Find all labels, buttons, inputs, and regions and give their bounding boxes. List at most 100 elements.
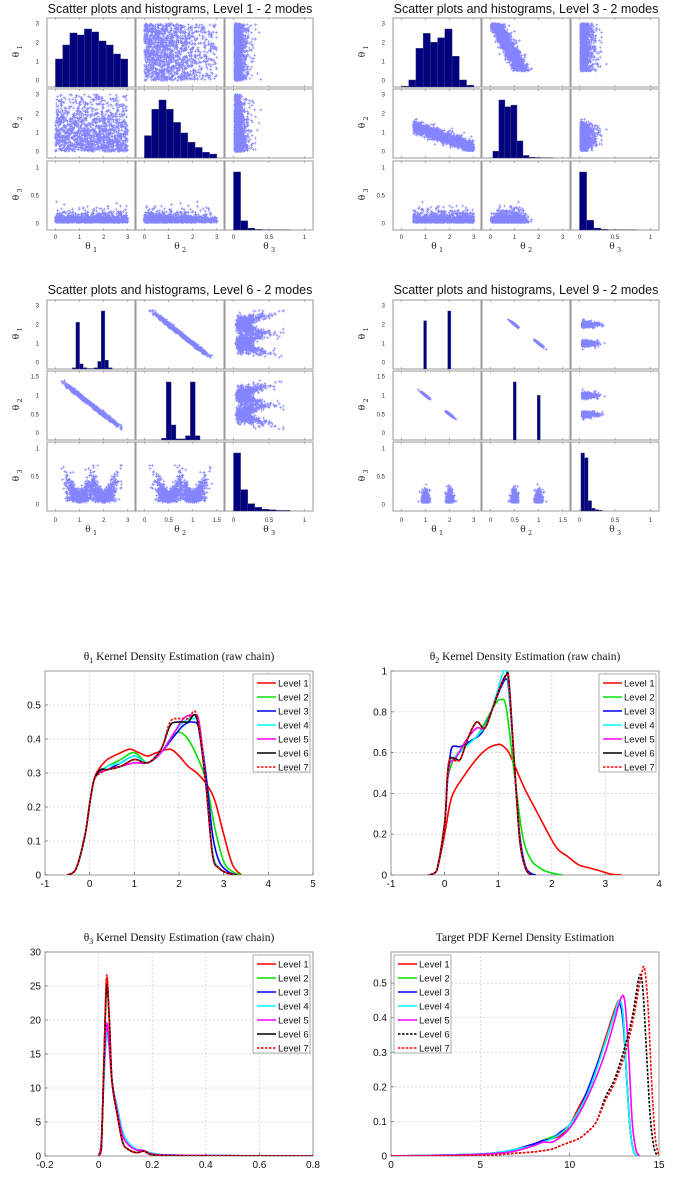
y-variable-label-group: θ3	[358, 188, 370, 200]
scatter-cell: 0 1 2 3	[135, 160, 225, 241]
series-line-level-4	[391, 999, 639, 1156]
histogram-bar	[86, 368, 91, 370]
x-tick-label: 0.8	[306, 1160, 320, 1171]
x-tick-label: 1	[649, 518, 653, 524]
histogram-cell	[135, 88, 225, 159]
kde-plot-1: θ1 Kernel Density Estimation (raw chain)…	[27, 651, 316, 890]
x-tick-label: 2	[448, 518, 452, 524]
y-variable-label: θ	[12, 195, 22, 200]
series-group	[97, 974, 313, 1156]
histogram-bar	[516, 140, 524, 159]
histogram-bar	[190, 381, 196, 441]
x-tick-label: 0	[232, 518, 236, 524]
histogram-bar	[120, 58, 128, 88]
y-tick-label: 1	[382, 394, 386, 400]
legend-label: Level 1	[624, 679, 655, 690]
y-tick-label: 15	[30, 1050, 42, 1061]
legend-label: Level 2	[419, 974, 450, 985]
scatter-cell: 0 0.5 1 0 1 2 3	[377, 160, 482, 241]
x-variable-subscript: 2	[528, 529, 532, 537]
scatter-marker-cloud	[416, 388, 458, 421]
legend-label: Level 4	[278, 1002, 309, 1013]
y-tick-label: 0	[381, 1152, 387, 1163]
histogram-bar	[498, 99, 506, 159]
y-tick-label: 1.5	[31, 375, 40, 381]
legend-label: Level 1	[278, 679, 309, 690]
y-tick-label: 0.8	[373, 707, 387, 718]
histogram-bar	[510, 104, 518, 159]
y-tick-label: 0	[381, 871, 387, 882]
x-tick-label: 1	[191, 518, 195, 524]
y-tick-label: 0.2	[27, 803, 41, 814]
y-tick-label: 0	[36, 360, 40, 366]
y-tick-label: 0.3	[373, 1048, 387, 1059]
kde-plot-2: θ2 Kernel Density Estimation (raw chain)…	[373, 651, 662, 890]
x-tick-label: 1	[303, 518, 307, 524]
series-group	[391, 965, 659, 1156]
legend: Level 1 Level 2 Level 3 Level 4 Level 5 Level…	[252, 673, 311, 774]
scatter-marker-cloud	[143, 200, 219, 224]
y-tick-label: 0.5	[27, 701, 41, 712]
y-variable-label-group: θ2	[12, 398, 24, 410]
histogram-bar	[584, 457, 589, 512]
y-tick-label: 3	[36, 22, 40, 28]
x-variable-subscript: 1	[93, 246, 97, 254]
histogram-bar	[593, 227, 602, 231]
y-tick-label: 0	[382, 78, 386, 84]
x-tick-label: 1	[303, 235, 307, 241]
y-tick-label: 0	[35, 1152, 41, 1163]
x-tick-label: -1	[387, 879, 396, 890]
y-tick-label: 25	[30, 982, 42, 993]
scatter-points	[234, 379, 285, 431]
x-variable-subscript: 1	[93, 529, 97, 537]
histogram-bar	[84, 28, 92, 88]
histogram-bar	[91, 31, 100, 88]
cell-frame	[481, 370, 571, 441]
histogram-bar	[233, 452, 241, 512]
y-variable-label-group: θ1	[358, 327, 370, 339]
scatter-matrix-3: Scatter plots and histograms, Level 6 - …	[12, 283, 314, 537]
histogram-bar	[600, 229, 609, 231]
scatter-points	[143, 22, 219, 82]
scatter-cell	[570, 88, 660, 159]
x-tick-label: 1.5	[559, 518, 568, 524]
histogram-bar	[415, 48, 424, 88]
legend-label: Level 7	[278, 763, 309, 774]
legend-box	[598, 673, 657, 773]
x-tick-label: 0.5	[265, 235, 274, 241]
legend-label: Level 4	[278, 721, 309, 732]
scatter-cell: 0 0.5 1 0 1 2 3	[377, 441, 482, 524]
cell-frame	[481, 441, 571, 512]
plot-title: θ3 Kernel Density Estimation (raw chain)	[84, 932, 275, 946]
scatter-points	[412, 117, 476, 152]
axes-frame	[390, 951, 660, 1157]
y-variable-label: θ	[358, 195, 368, 200]
scatter-points	[579, 22, 609, 73]
title-theta: θ	[84, 932, 90, 944]
histogram-cell: 0 0.5 1	[570, 160, 660, 241]
histogram-bar	[161, 438, 167, 441]
y-tick-label: 0.4	[373, 789, 387, 800]
y-variable-subscript: 3	[16, 188, 24, 192]
legend-label: Level 7	[624, 763, 655, 774]
scatter-points	[412, 200, 476, 224]
legend-label: Level 5	[278, 1016, 309, 1027]
y-tick-label: 3	[36, 304, 40, 310]
x-tick-label: 1	[537, 518, 541, 524]
histogram-bar	[175, 438, 181, 441]
scatter-points	[579, 117, 609, 152]
x-variable-label: θ	[174, 242, 179, 252]
x-variable-subscript: 3	[271, 529, 275, 537]
series-line-level-7	[391, 965, 659, 1156]
y-tick-label: 1	[36, 166, 40, 172]
histogram-bar	[202, 151, 210, 159]
histogram-bar	[187, 141, 196, 159]
cell-frame	[392, 370, 482, 441]
legend-label: Level 3	[278, 988, 309, 999]
plot-title: Target PDF Kernel Density Estimation	[436, 932, 615, 944]
histogram-bar	[580, 452, 585, 512]
histogram-bar	[101, 310, 106, 370]
y-tick-label: 0.2	[373, 1082, 387, 1093]
x-tick-label: 0	[578, 235, 582, 241]
y-variable-label: θ	[358, 123, 368, 128]
